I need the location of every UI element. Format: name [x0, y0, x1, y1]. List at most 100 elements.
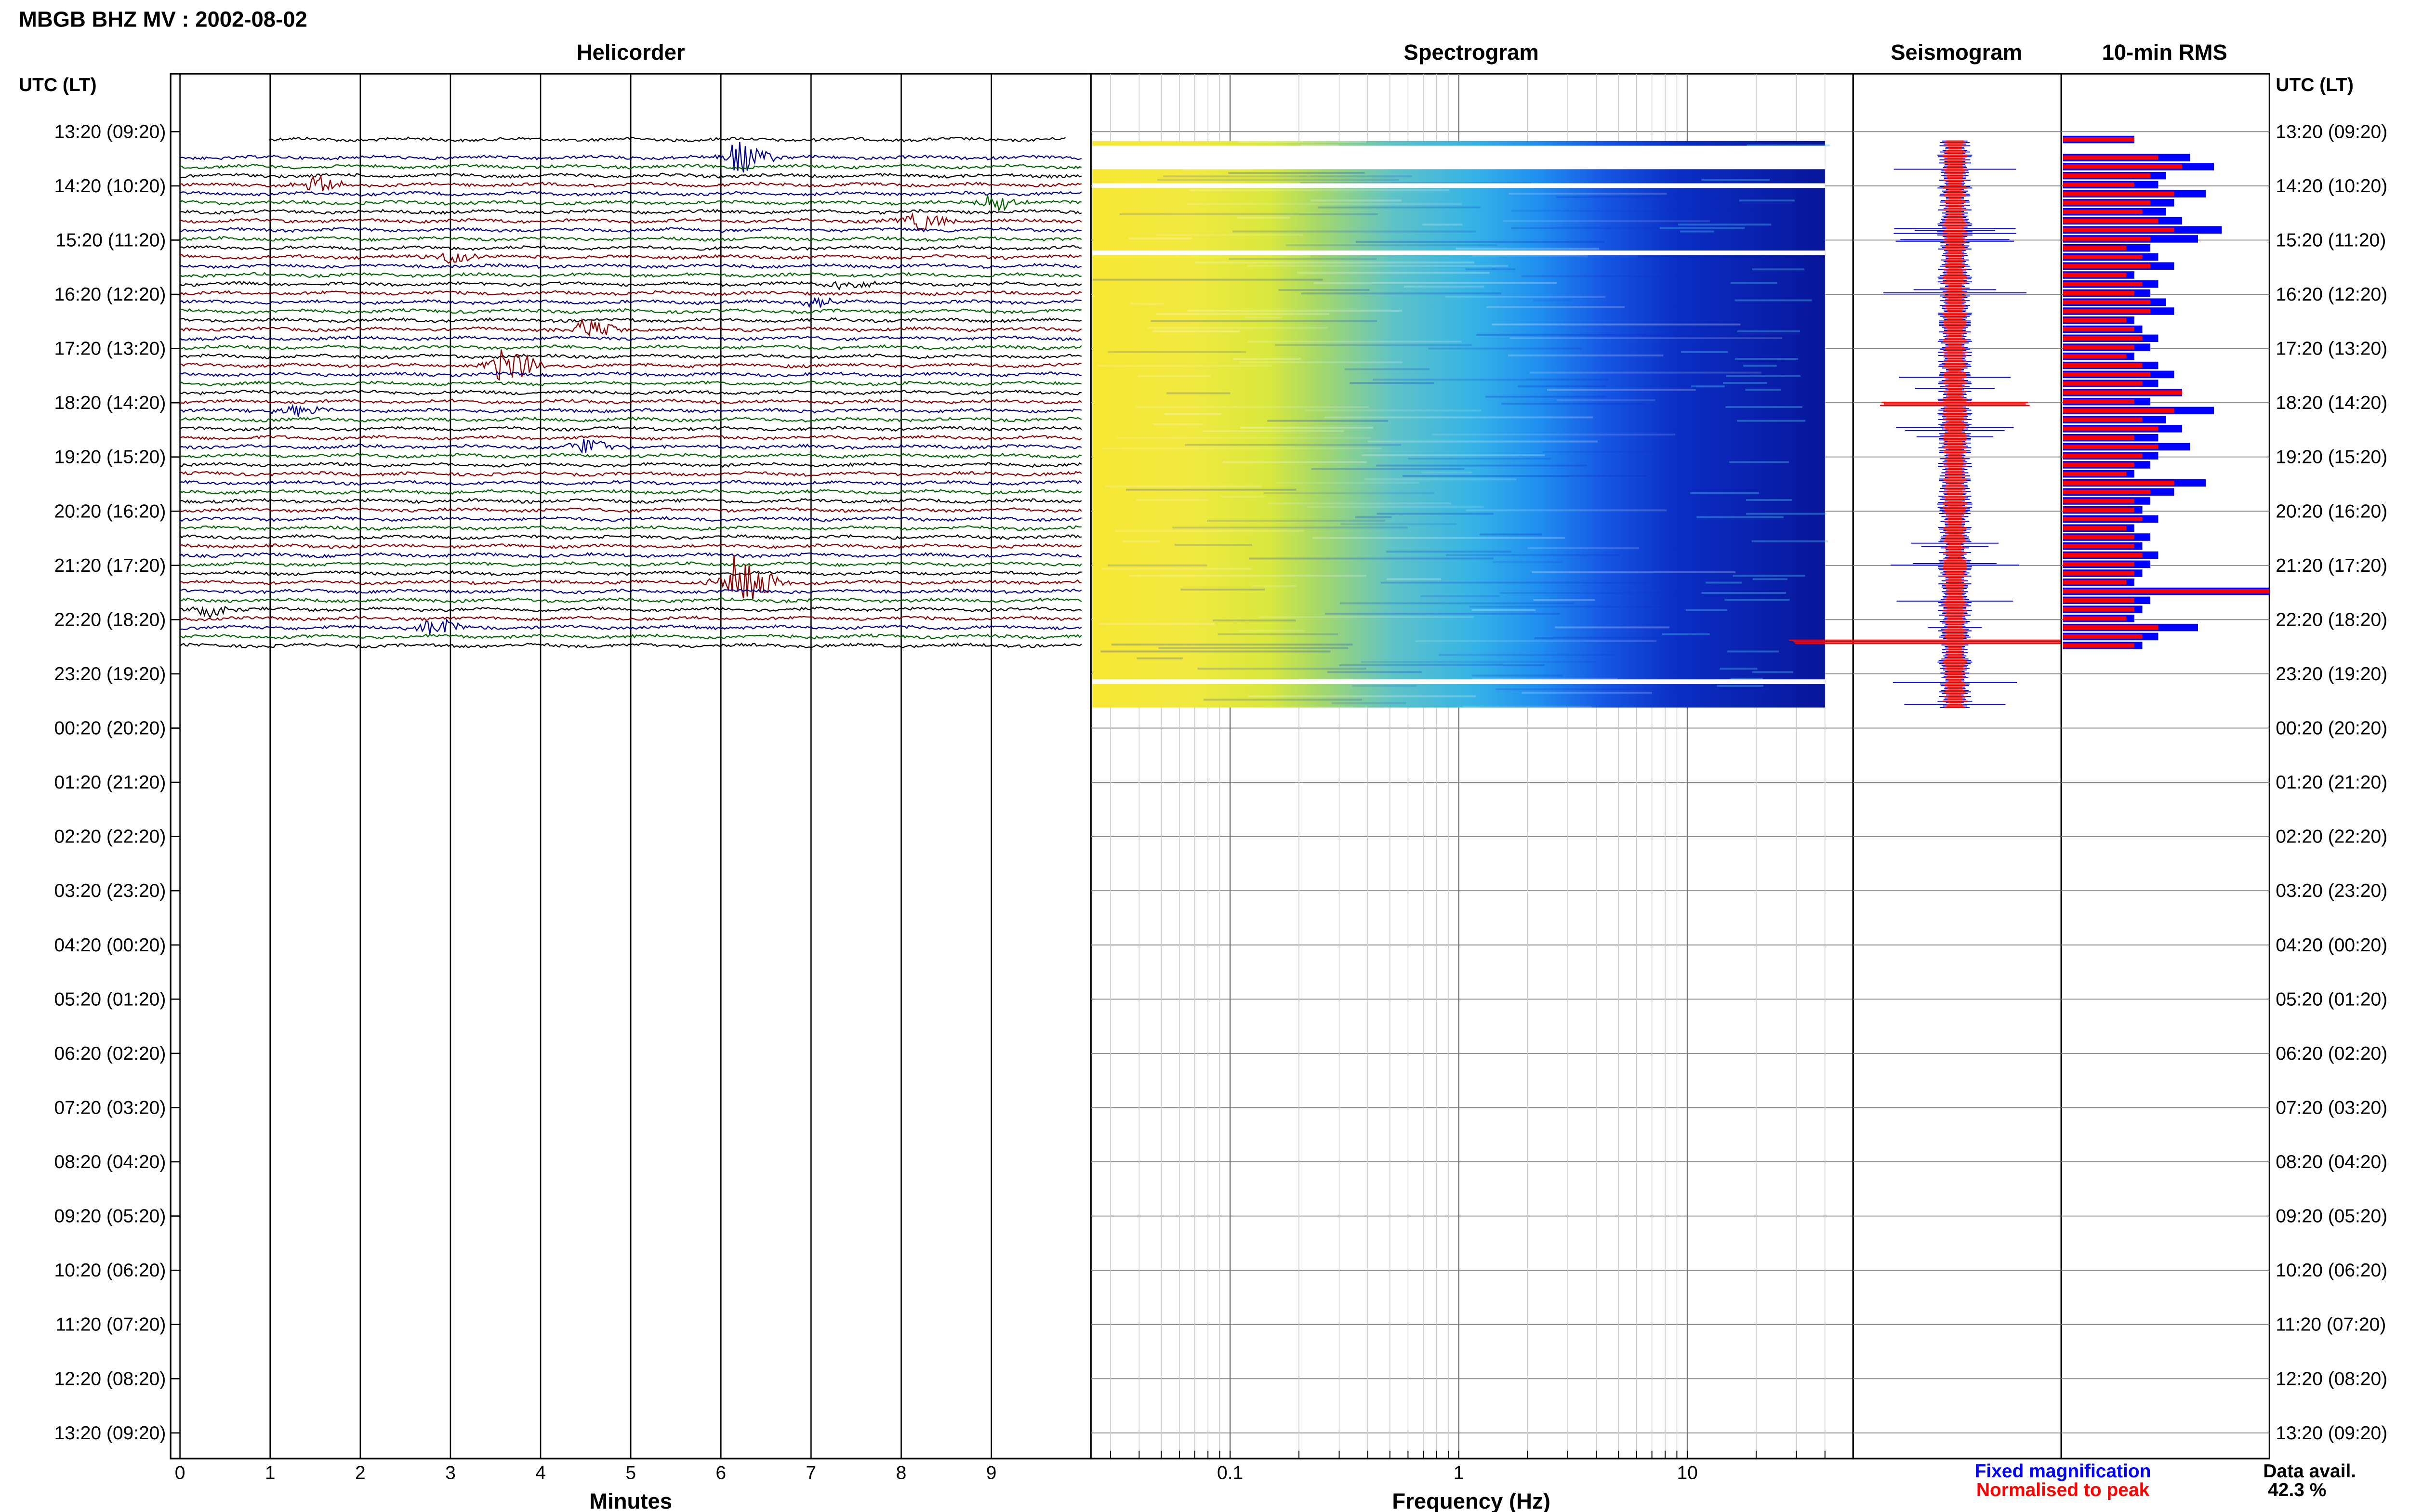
helicorder-trace — [179, 534, 1082, 540]
rms-bar-normalised — [2063, 210, 2143, 214]
rms-bar-normalised — [2063, 634, 2143, 639]
spectrogram-streak — [1129, 575, 1366, 577]
spectrogram-streak — [1734, 299, 1812, 302]
time-label: 20:20 (16:20) — [2276, 501, 2387, 522]
rms-bar-normalised — [2063, 246, 2127, 250]
time-label: 18:20 (14:20) — [54, 393, 166, 413]
spectrogram-streak — [1547, 389, 1696, 391]
spectrogram-streak — [1428, 347, 1582, 350]
rms-grid — [2061, 131, 2270, 1433]
spectrogram-streak — [1472, 678, 1618, 680]
spectrogram-streak — [1509, 193, 1667, 195]
helicorder-trace — [180, 416, 1082, 423]
utc-label-left: UTC (LT) — [19, 75, 97, 95]
spectrogram-streak — [1239, 630, 1305, 632]
spectrogram-data-gap — [1092, 145, 1825, 151]
helicorder-trace — [180, 570, 1082, 577]
spectrogram-streak — [1471, 609, 1536, 611]
helicorder-trace — [179, 615, 1082, 622]
time-label: 13:20 (09:20) — [54, 121, 166, 142]
spectrogram-streak — [1422, 224, 1463, 226]
spectrogram-streak — [1730, 282, 1777, 284]
rms-title: 10-min RMS — [2102, 40, 2227, 65]
spectrogram-streak — [1182, 168, 1252, 171]
minute-tick-label: 9 — [986, 1462, 997, 1483]
spectrogram-streak — [1465, 268, 1515, 271]
data-avail-label: Data avail. — [2263, 1461, 2356, 1482]
spectrogram-streak — [1204, 698, 1363, 701]
spectrogram-streak — [1752, 268, 1804, 271]
rms-bar-normalised — [2063, 408, 2174, 413]
spectrogram-streak — [1724, 599, 1790, 601]
spectrogram-streak — [1686, 609, 1727, 611]
helicorder-trace — [179, 642, 1082, 649]
spectrogram-streak — [1116, 437, 1371, 439]
spectrogram-streak — [1737, 330, 1800, 332]
time-label: 08:20 (04:20) — [54, 1152, 166, 1172]
spectrogram-streak — [1726, 375, 1800, 377]
frequency-tick-label: 0.1 — [1217, 1462, 1243, 1483]
helicorder-trace — [180, 209, 1082, 215]
spectrogram-streak — [1522, 692, 1652, 694]
spectrogram-streak — [1187, 310, 1403, 312]
spectrogram-streak — [1530, 371, 1761, 374]
spectrogram-streak — [1421, 471, 1472, 473]
frequency-tick-label: 10 — [1677, 1462, 1697, 1483]
spectrogram-streak — [1147, 327, 1328, 329]
rms-bar-normalised — [2063, 453, 2143, 458]
helicorder-trace — [180, 308, 1082, 315]
time-label: 01:20 (21:20) — [2276, 772, 2387, 793]
spectrogram-streak — [1340, 523, 1457, 526]
spectrogram-streak — [1717, 685, 1764, 687]
rms-panel — [2060, 73, 2271, 1459]
spectrogram-streak — [1361, 660, 1596, 663]
helicorder-trace — [180, 633, 1082, 640]
helicorder-trace — [180, 425, 1082, 432]
minute-tick-label: 8 — [896, 1462, 907, 1483]
spectrogram-streak — [1472, 254, 1588, 257]
spectrogram-streak — [1311, 468, 1465, 470]
spectrogram-streak — [1264, 492, 1434, 494]
helicorder-trace — [179, 280, 1082, 291]
spectrogram-streak — [1101, 568, 1251, 570]
rms-bar-normalised — [2063, 526, 2127, 530]
time-label: 06:20 (02:20) — [2276, 1043, 2387, 1064]
spectrogram-streak — [1248, 695, 1476, 697]
helicorder-trace — [180, 226, 1082, 233]
time-label: 21:20 (17:20) — [54, 555, 166, 576]
spectrogram-streak — [1105, 485, 1262, 487]
helicorder-trace — [180, 555, 1082, 599]
spectrogram-streak — [1228, 172, 1365, 174]
spectrogram-streak — [1746, 499, 1792, 501]
spectrogram-streak — [1386, 551, 1511, 553]
rms-bar-normalised — [2063, 182, 2135, 187]
rms-bar-normalised — [2063, 336, 2143, 341]
spectrogram-title: Spectrogram — [1403, 40, 1538, 65]
time-label: 08:20 (04:20) — [2276, 1152, 2387, 1172]
time-label: 09:20 (05:20) — [2276, 1206, 2387, 1227]
spectrogram-streak — [1218, 633, 1338, 635]
spectrogram-streak — [1128, 237, 1192, 239]
spectrogram-data-gap — [1092, 183, 1825, 188]
spectrogram-streak — [1158, 647, 1349, 649]
helicorder-trace — [180, 252, 1082, 264]
helicorder-trace — [180, 404, 1082, 417]
spectrogram-gaps — [1092, 145, 1825, 684]
spectrogram-streak — [1532, 571, 1736, 574]
spectrogram-streak — [1355, 241, 1605, 243]
figure-title: MBGB BHZ MV : 2002-08-02 — [19, 7, 307, 32]
spectrogram-streak — [1327, 671, 1422, 673]
time-label: 13:20 (09:20) — [54, 1423, 166, 1444]
spectrogram-streak — [1233, 358, 1301, 360]
spectrogram-streak — [1247, 341, 1462, 343]
spectrogram-streak — [1153, 330, 1240, 332]
time-label: 22:20 (18:20) — [54, 609, 166, 630]
spectrogram-streak — [1186, 203, 1462, 205]
rms-bar-normalised — [2063, 137, 2135, 142]
spectrogram-streak — [1752, 671, 1793, 673]
spectrogram-streak — [1268, 502, 1451, 505]
helicorder-trace — [180, 452, 1082, 459]
spectrogram-streak — [1542, 451, 1654, 453]
spectrogram-streak — [1339, 664, 1545, 667]
